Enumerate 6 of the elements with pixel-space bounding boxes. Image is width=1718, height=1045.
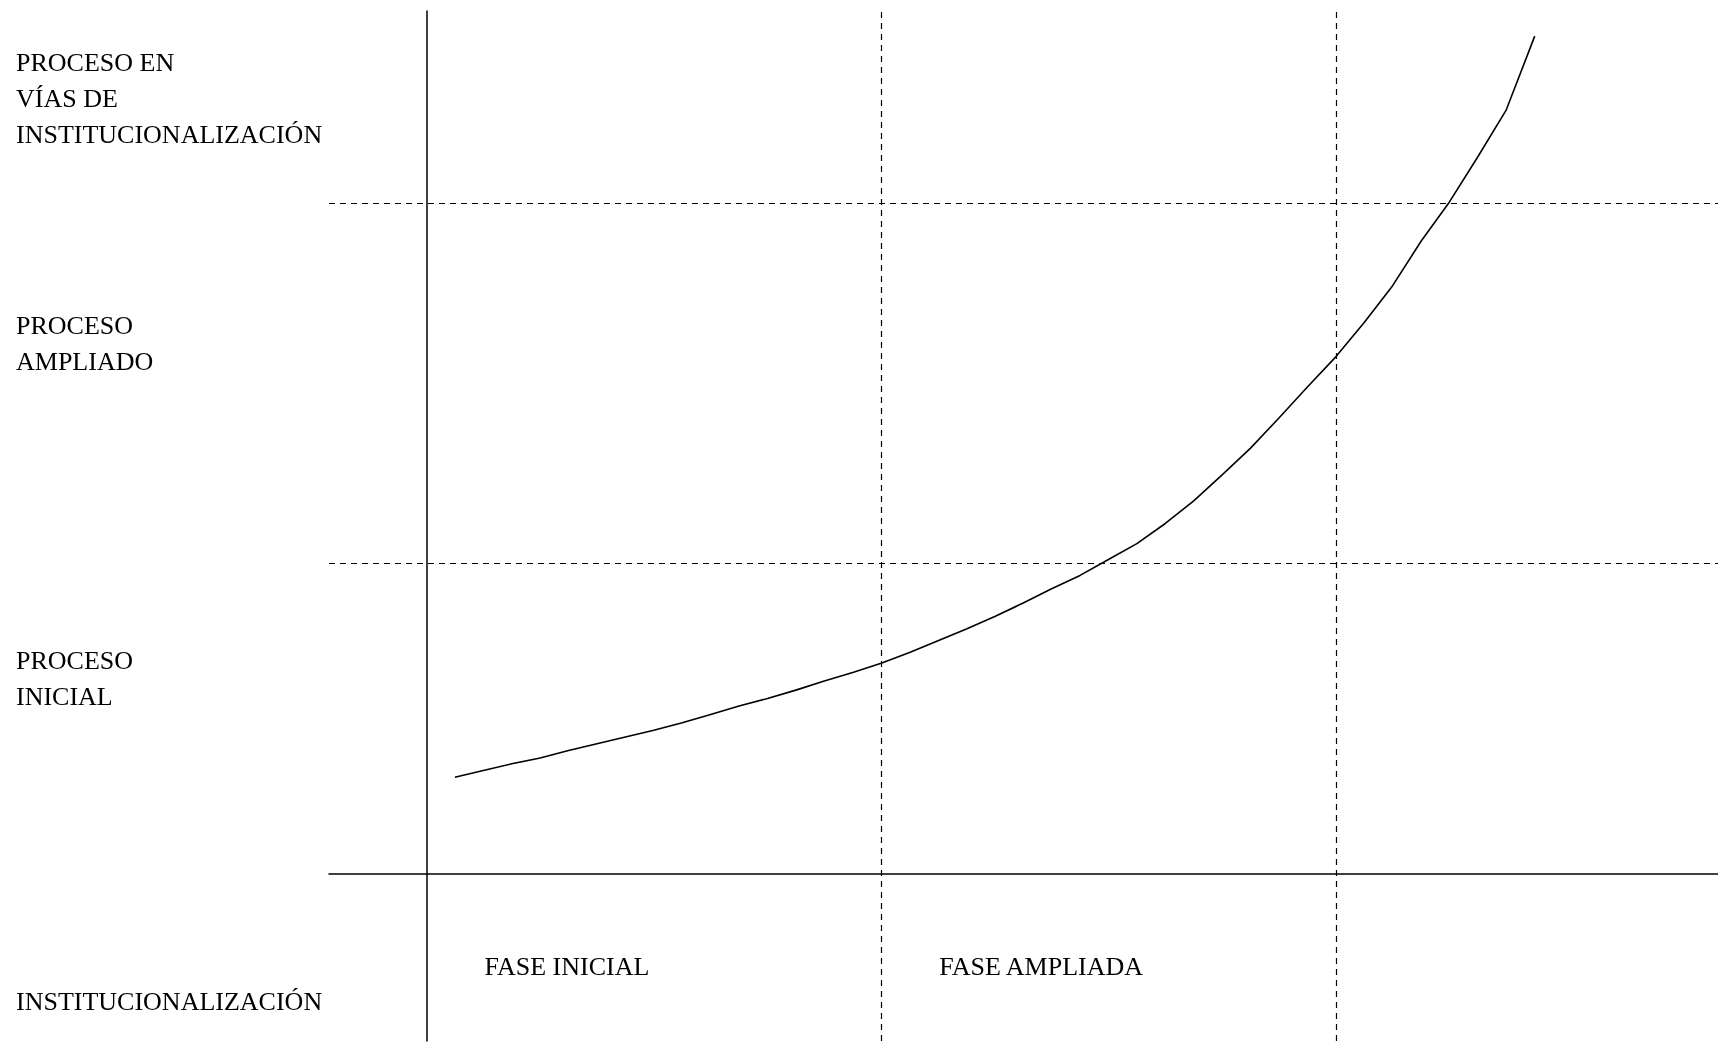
text: PROCESO INICIAL <box>16 646 134 712</box>
text: PROCESO EN VÍAS DE INSTITUCIONALIZACIÓN <box>16 48 323 150</box>
text: FASE AMPLIADA <box>939 951 1144 981</box>
text: INSTITUCIONALIZACIÓN <box>16 986 323 1016</box>
text: FASE INICIAL <box>484 951 650 981</box>
text: PROCESO AMPLIADO <box>16 311 154 377</box>
